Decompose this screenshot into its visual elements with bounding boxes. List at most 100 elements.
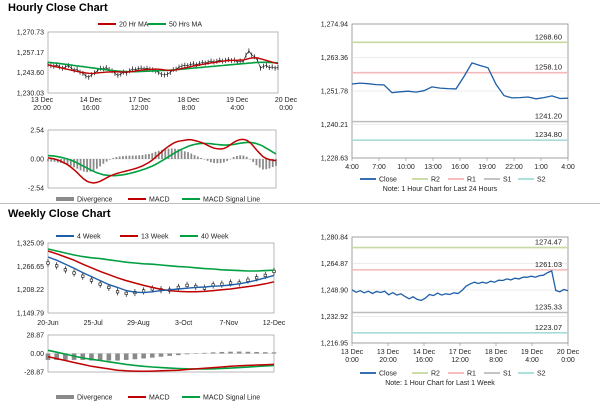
hourly-macd-divergence-bar — [268, 159, 271, 169]
weekly-price-legend-label: 40 Week — [201, 234, 229, 241]
weekly-close-levels-note: Note: 1 Hour Chart for Last 1 Week — [385, 380, 495, 387]
hourly-close-levels-level-label: 1268.60 — [535, 32, 562, 41]
hourly-price-x-tick: 20:00 — [33, 105, 51, 112]
hourly-price-frame — [47, 31, 279, 94]
weekly-price-13wk-line — [47, 250, 275, 293]
hourly-macd-divergence-bar — [187, 152, 189, 159]
hourly-macd-divergence-bar — [66, 159, 69, 165]
hourly-price-x-tick: 17 Dec — [129, 97, 152, 104]
weekly-macd-divergence-bar — [158, 353, 164, 357]
hourly-price-ma50-line — [47, 61, 279, 73]
hourly-close-levels-legend-label: Close — [379, 177, 397, 184]
hourly-section-title: Hourly Close Chart — [8, 2, 108, 14]
hourly-macd-divergence-bar — [258, 159, 261, 168]
hourly-macd-divergence-bar — [167, 148, 170, 159]
hourly-macd-divergence-bar — [183, 151, 186, 159]
hourly-macd-divergence-bar — [144, 154, 147, 159]
hourly-close-levels-y-tick: 1,274.94 — [321, 22, 348, 29]
weekly-macd-divergence-bar — [80, 353, 86, 360]
hourly-close-levels-y-tick: 1,240.21 — [321, 122, 348, 129]
hourly-macd-divergence-bar — [82, 159, 85, 172]
hourly-macd-divergence-bar — [252, 159, 255, 163]
weekly-price-40wk-line — [47, 248, 275, 272]
weekly-macd-divergence-bar — [54, 353, 59, 360]
hourly-macd-divergence-bar — [209, 159, 212, 163]
hourly-macd-divergence-bar — [118, 156, 121, 159]
weekly-price-legend-label: 4 Week — [77, 234, 101, 241]
hourly-macd-divergence-bar — [135, 155, 137, 159]
weekly-close-levels-x-tick: 20 Dec — [557, 349, 580, 356]
weekly-macd-signal-line — [47, 349, 275, 370]
hourly-macd-divergence-bar — [89, 159, 92, 172]
hourly-macd-divergence-bar — [47, 159, 49, 162]
hourly-macd-divergence-bar — [174, 148, 176, 159]
hourly-close-levels-y-tick: 1,263.36 — [321, 55, 348, 62]
weekly-close-levels-y-tick: 1,216.95 — [321, 341, 348, 348]
hourly-macd-divergence-bar — [232, 157, 235, 159]
weekly-macd-y-tick: 28.87 — [26, 333, 44, 340]
hourly-price-y-tick: 1,257.17 — [17, 50, 44, 57]
weekly-price-x-tick: 3-Oct — [175, 320, 192, 327]
weekly-price-candle-body — [115, 290, 120, 294]
weekly-close-levels-x-tick: 19 Dec — [521, 349, 544, 356]
hourly-price-close-line — [47, 50, 279, 78]
weekly-close-levels-x-tick: 18 Dec — [485, 349, 508, 356]
hourly-macd-divergence-bar — [262, 159, 264, 170]
hourly-macd-divergence-bar — [275, 159, 277, 166]
hourly-macd-y-tick: -2.54 — [28, 186, 44, 193]
hourly-macd-divergence-bar — [86, 159, 88, 173]
weekly-macd-divergence-bar — [184, 353, 190, 355]
hourly-price-x-tick: 16:00 — [82, 105, 100, 112]
weekly-macd-divergence-bar — [150, 353, 155, 358]
weekly-macd-divergence-bar — [89, 353, 94, 361]
weekly-macd-divergence-bar — [271, 352, 277, 354]
hourly-price-x-tick: 19 Dec — [226, 97, 249, 104]
weekly-price-candle-body — [124, 291, 128, 295]
hourly-macd-divergence-bar — [131, 155, 134, 159]
hourly-price-y-tick: 1,270.73 — [17, 30, 44, 37]
hourly-macd-divergence-bar — [50, 159, 53, 162]
weekly-close-levels-y-tick: 1,280.84 — [321, 235, 348, 242]
weekly-close-levels-level-label: 1235.33 — [535, 303, 562, 312]
weekly-macd-legend-label: Divergence — [77, 395, 113, 402]
weekly-price-y-tick: 1,325.09 — [17, 241, 44, 248]
weekly-macd-divergence-bar — [132, 353, 138, 360]
weekly-price-candle-body — [263, 273, 267, 277]
weekly-close-levels-level-label: 1274.47 — [535, 238, 562, 247]
hourly-macd-divergence-bar — [73, 159, 75, 168]
hourly-price-legend-label: 20 Hr MA — [119, 22, 149, 29]
weekly-macd-y-tick: -28.87 — [24, 370, 44, 377]
hourly-macd-divergence-bar — [226, 159, 229, 161]
weekly-close-levels-x-tick: 14 Dec — [413, 349, 436, 356]
hourly-price-y-tick: 1,243.60 — [17, 70, 44, 77]
hourly-close-levels-x-tick: 13:00 — [424, 164, 442, 171]
weekly-price-candle-body — [185, 283, 189, 287]
weekly-price-candle-body — [272, 269, 276, 273]
hourly-macd-divergence-bar — [102, 159, 105, 164]
hourly-price-x-tick: 8:00 — [182, 105, 196, 112]
hourly-macd-divergence-bar — [141, 155, 144, 159]
weekly-close-levels-level-label: 1261.03 — [535, 260, 562, 269]
hourly-close-levels-level-label: 1241.20 — [535, 112, 562, 121]
weekly-macd-divergence-bar — [254, 352, 259, 354]
weekly-price-y-tick: 1,149.79 — [17, 311, 44, 318]
weekly-price-candle-body — [89, 278, 94, 282]
hourly-macd-divergence-bar — [95, 159, 98, 169]
hourly-close-levels-legend-label: R2 — [431, 177, 440, 184]
hourly-close-levels-legend-label: R1 — [467, 177, 476, 184]
hourly-close-levels-x-tick: 19:00 — [478, 164, 496, 171]
weekly-price-candle-body — [246, 278, 250, 282]
hourly-price-x-tick: 4:00 — [230, 105, 244, 112]
hourly-macd-y-tick: 0.00 — [30, 157, 44, 164]
weekly-macd-divergence-bar — [123, 353, 129, 360]
hourly-close-levels-x-tick: 4:00 — [345, 164, 359, 171]
hourly-macd-signal-line — [47, 141, 277, 177]
hourly-macd-legend-label: MACD — [149, 197, 170, 204]
hourly-close-levels-x-tick: 16:00 — [451, 164, 469, 171]
weekly-macd-divergence-bar — [63, 353, 68, 360]
hourly-close-levels-level-label: 1258.10 — [535, 63, 562, 72]
hourly-price-x-tick: 14 Dec — [80, 97, 103, 104]
hourly-macd-divergence-bar — [177, 149, 180, 159]
hourly-price-x-tick: 0:00 — [279, 105, 293, 112]
weekly-macd-divergence-bar — [263, 352, 268, 354]
